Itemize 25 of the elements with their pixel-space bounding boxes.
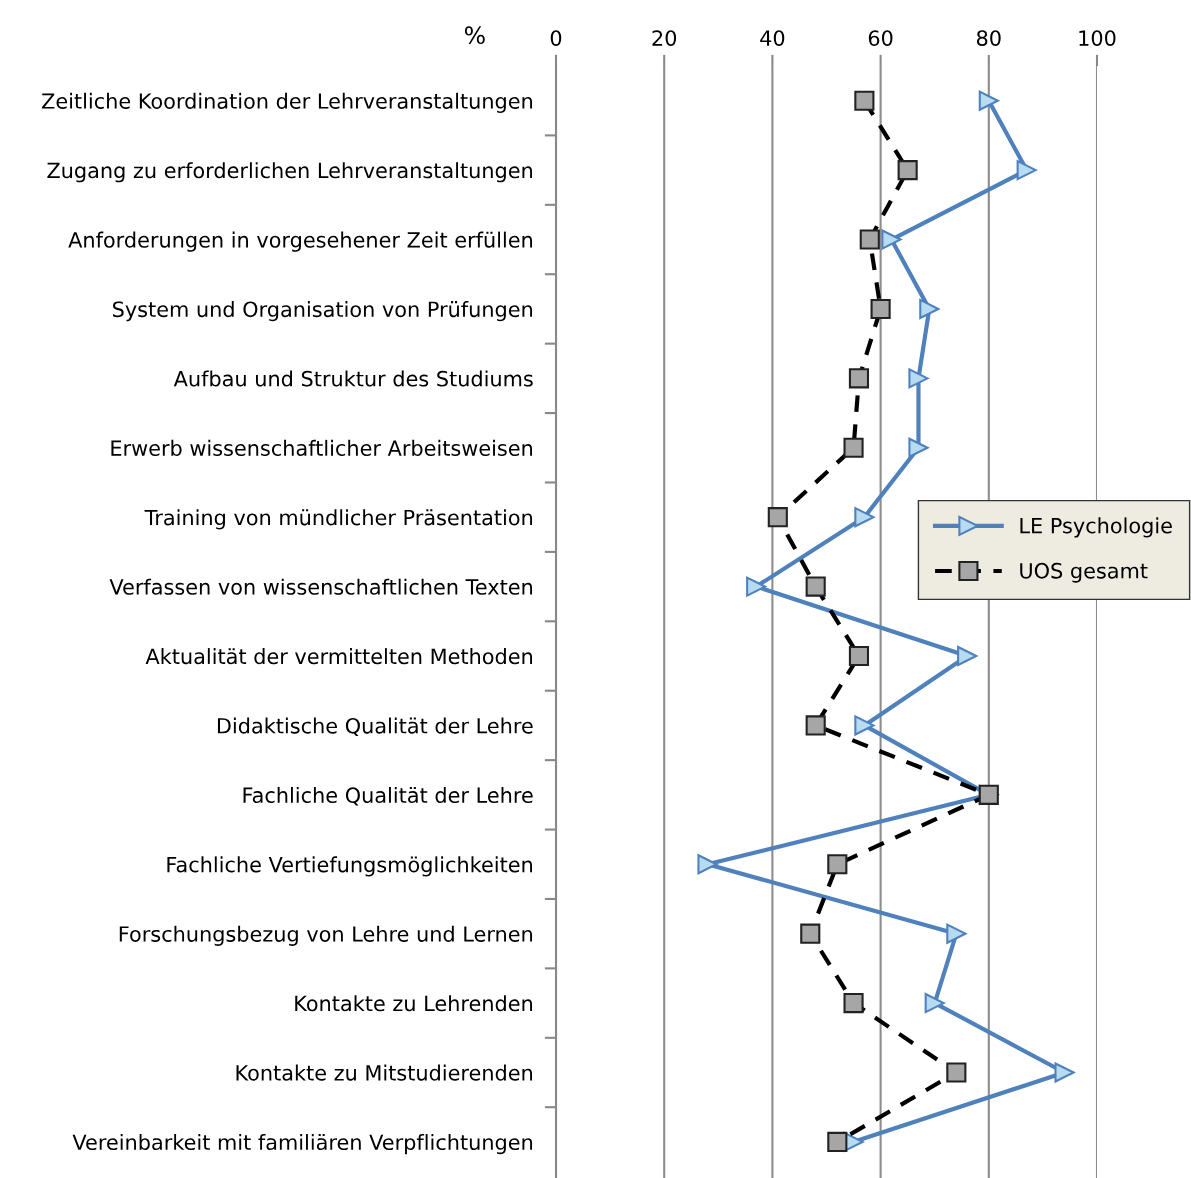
y-tick-label: Aktualität der vermittelten Methoden	[145, 648, 533, 665]
y-tick-label: Vereinbarkeit mit familiären Verpflichtungen	[72, 1133, 533, 1155]
x-tick-label: 40	[760, 30, 785, 46]
y-tick-label: Forschungsbezug von Lehre und Lernen	[119, 925, 533, 946]
x-tick-label: 20	[652, 30, 677, 46]
y-tick-label: System und Organisation von Prüfungen	[113, 301, 533, 322]
y-tick-label: Zeitliche Koordination der Lehrveranstaltungen	[42, 92, 533, 113]
y-tick-label: Anforderungen in vorgesehener Zeit erfüllen	[68, 231, 533, 252]
x-tick-label: 80	[976, 30, 1001, 46]
x-tick-label: 0	[550, 30, 562, 46]
y-tick-label: Kontakte zu Mitstudierenden	[236, 1064, 533, 1081]
x-tick-label: 100	[1079, 30, 1116, 46]
y-tick-label: Training von mündlicher Präsentation	[144, 509, 533, 530]
y-tick-label: Verfassen von wissenschaftlichen Texten	[109, 578, 533, 595]
y-tick-label: Kontakte zu Lehrenden	[295, 995, 533, 1012]
x-axis-title: %	[464, 26, 485, 45]
x-tick-label: 60	[868, 30, 893, 46]
y-tick-label: Didaktische Qualität der Lehre	[217, 717, 533, 737]
y-tick-label: Erwerb wissenschaftlicher Arbeitsweisen	[111, 439, 533, 456]
legend-label: UOS gesamt	[1020, 562, 1148, 583]
y-tick-label: Fachliche Qualität der Lehre	[243, 786, 533, 806]
legend-label: LE Psychologie	[1020, 517, 1172, 538]
y-tick-label: Zugang zu erforderlichen Lehrveranstaltungen	[47, 162, 533, 183]
y-tick-label: Fachliche Vertiefungsmöglichkeiten	[167, 856, 533, 877]
y-tick-label: Aufbau und Struktur des Studiums	[173, 370, 533, 387]
